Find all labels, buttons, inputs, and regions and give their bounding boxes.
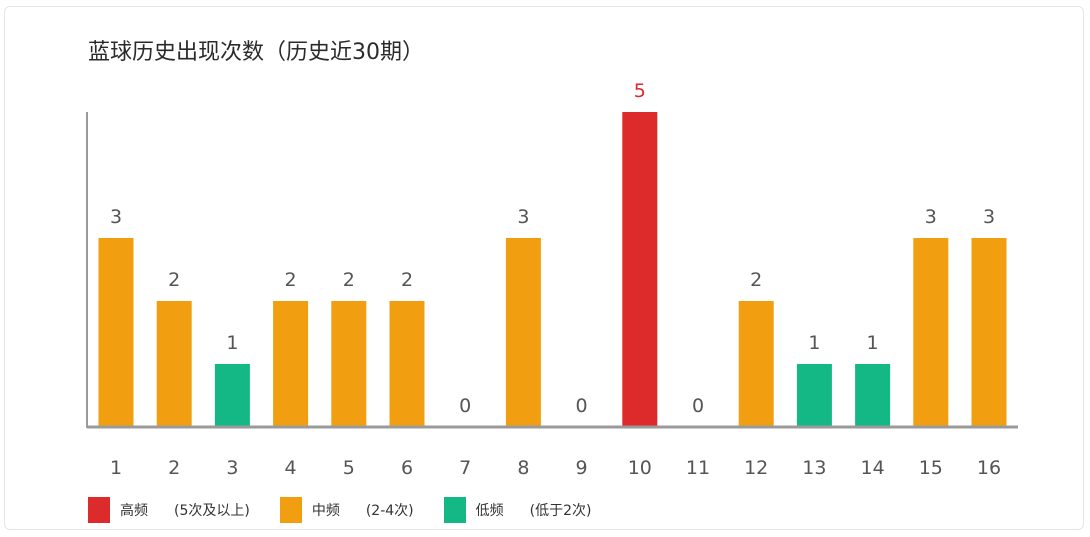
chart-legend: 高频 (5次及以上) 中频 (2-4次) 低频 (低于2次) (88, 497, 621, 523)
legend-swatch-low (443, 497, 466, 523)
x-tick-label-7: 7 (459, 457, 471, 479)
legend-swatch-high (88, 497, 110, 523)
data-label-7: 0 (459, 395, 471, 417)
x-tick-label-5: 5 (343, 457, 355, 479)
legend-swatch-mid (279, 497, 302, 523)
data-label-13: 1 (808, 332, 820, 354)
bar-6 (389, 301, 425, 427)
x-tick-label-13: 13 (802, 457, 826, 479)
data-label-1: 3 (110, 206, 122, 228)
data-label-10: 5 (634, 80, 646, 102)
legend-desc-high: (5次及以上) (174, 503, 250, 519)
data-label-3: 1 (226, 332, 238, 354)
data-label-8: 3 (517, 206, 529, 228)
x-tick-label-6: 6 (401, 457, 413, 479)
x-tick-label-12: 12 (744, 457, 768, 479)
data-label-4: 2 (285, 269, 297, 291)
bar-4 (273, 301, 309, 427)
x-tick-label-11: 11 (686, 457, 710, 479)
data-label-2: 2 (168, 269, 180, 291)
data-label-16: 3 (983, 206, 995, 228)
legend-desc-mid: (2-4次) (365, 503, 414, 519)
chart-card (4, 6, 1084, 530)
data-label-14: 1 (867, 332, 879, 354)
legend-label-low: 低频 (475, 503, 504, 519)
legend-item-mid: 中频 (2-4次) (279, 497, 414, 523)
x-tick-label-2: 2 (168, 457, 180, 479)
x-tick-label-3: 3 (226, 457, 238, 479)
bar-5 (331, 301, 367, 427)
bar-15 (913, 238, 949, 427)
data-label-5: 2 (343, 269, 355, 291)
legend-item-high: 高频 (5次及以上) (88, 497, 250, 523)
data-label-6: 2 (401, 269, 413, 291)
x-tick-label-10: 10 (628, 457, 652, 479)
bar-8 (505, 238, 541, 427)
data-label-9: 0 (576, 395, 588, 417)
data-label-15: 3 (925, 206, 937, 228)
bar-2 (156, 301, 192, 427)
bar-12 (738, 301, 774, 427)
legend-desc-low: (低于2次) (529, 503, 592, 519)
data-label-11: 0 (692, 395, 704, 417)
bar-13 (796, 364, 832, 427)
bar-3 (214, 364, 250, 427)
legend-item-low: 低频 (低于2次) (443, 497, 592, 523)
chart-title: 蓝球历史出现次数（历史近30期） (88, 40, 424, 65)
data-label-12: 2 (750, 269, 762, 291)
x-tick-label-15: 15 (919, 457, 943, 479)
bar-1 (98, 238, 134, 427)
x-tick-label-4: 4 (285, 457, 297, 479)
bar-16 (971, 238, 1007, 427)
x-tick-label-9: 9 (576, 457, 588, 479)
x-tick-label-1: 1 (110, 457, 122, 479)
x-tick-label-14: 14 (861, 457, 885, 479)
x-tick-label-8: 8 (517, 457, 529, 479)
x-tick-label-16: 16 (977, 457, 1001, 479)
bar-14 (855, 364, 891, 427)
bar-10 (622, 112, 658, 427)
legend-label-mid: 中频 (311, 503, 340, 519)
legend-label-high: 高频 (120, 503, 148, 519)
